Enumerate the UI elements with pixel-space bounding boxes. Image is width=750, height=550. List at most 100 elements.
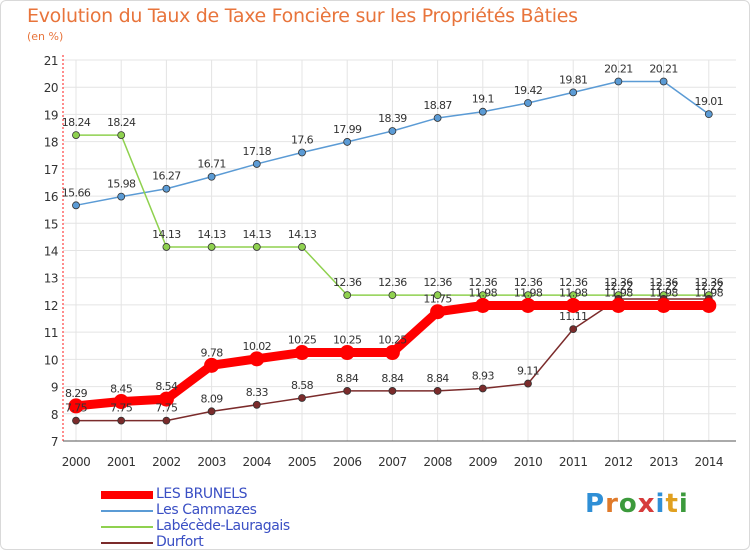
x-tick-label: 2013 <box>649 455 678 469</box>
legend-label-labecede-lauragais: Labécède-Lauragais <box>156 518 290 534</box>
data-label: 12.36 <box>695 276 724 289</box>
data-label: 8.93 <box>472 369 495 382</box>
data-point <box>388 291 397 300</box>
data-label: 12.36 <box>649 276 678 289</box>
data-point <box>343 291 352 300</box>
y-unit-label: (en %) <box>27 30 64 43</box>
y-tick-label: 17 <box>44 163 58 177</box>
data-label: 8.84 <box>427 372 450 385</box>
x-tick-label: 2001 <box>107 455 136 469</box>
data-label: 9.78 <box>201 346 224 359</box>
data-point <box>72 416 80 425</box>
data-point <box>478 384 487 393</box>
data-point <box>249 351 265 367</box>
data-label: 8.58 <box>291 379 314 392</box>
data-label: 11.11 <box>559 310 588 323</box>
data-label: 17.99 <box>333 123 362 136</box>
x-tick-label: 2008 <box>423 455 452 469</box>
data-label: 19.1 <box>472 93 494 106</box>
data-label: 8.09 <box>201 392 224 405</box>
logo-letter: r <box>605 489 619 519</box>
data-label: 11.98 <box>695 286 724 299</box>
chart-title: Evolution du Taux de Taxe Foncière sur l… <box>27 5 578 27</box>
data-label: 18.39 <box>378 112 407 125</box>
data-label: 16.27 <box>152 170 181 183</box>
x-tick-label: 2004 <box>243 455 272 469</box>
data-point <box>207 172 216 181</box>
data-label: 8.54 <box>155 380 178 393</box>
data-label: 18.87 <box>423 99 452 112</box>
data-label: 10.25 <box>333 334 362 347</box>
data-label: 15.98 <box>107 178 136 191</box>
logo-letter: x <box>637 489 656 519</box>
data-point <box>701 297 717 313</box>
data-point <box>433 114 442 122</box>
data-point <box>430 304 446 320</box>
legend-swatch-les-brunels <box>101 491 153 499</box>
logo-letter: P <box>585 489 606 519</box>
data-label: 9.11 <box>517 365 539 378</box>
data-label: 11.98 <box>514 286 543 299</box>
data-point <box>656 297 672 313</box>
data-label: 12.36 <box>423 276 452 289</box>
data-label: 15.66 <box>62 186 91 199</box>
legend-label-durfort: Durfort <box>156 534 204 550</box>
data-point <box>433 291 442 300</box>
data-point <box>659 77 668 86</box>
y-tick-label: 10 <box>44 353 58 367</box>
data-label: 8.33 <box>246 386 269 399</box>
data-point <box>388 127 397 135</box>
data-point <box>162 184 171 193</box>
legend-swatch-labecede-lauragais <box>101 526 153 528</box>
data-label: 12.36 <box>514 276 543 289</box>
data-label: 14.13 <box>152 228 181 241</box>
y-tick-label: 11 <box>44 326 58 340</box>
x-tick-label: 2007 <box>378 455 407 469</box>
legend-swatch-durfort <box>101 542 153 544</box>
data-label: 19.42 <box>514 84 543 97</box>
data-label: 19.81 <box>559 73 588 86</box>
x-tick-label: 2011 <box>559 455 588 469</box>
data-point <box>252 400 261 409</box>
data-label: 11.98 <box>649 286 678 299</box>
data-label: 10.25 <box>378 334 407 347</box>
data-label: 8.29 <box>65 387 88 400</box>
data-label: 16.71 <box>197 158 226 171</box>
data-label: 8.84 <box>336 372 359 385</box>
x-tick-label: 2002 <box>152 455 181 469</box>
data-point <box>162 243 171 251</box>
logo-letter: t <box>665 489 679 519</box>
data-point <box>207 407 216 416</box>
data-label: 20.21 <box>604 62 633 75</box>
logo-letter: i <box>655 489 666 519</box>
data-label: 8.45 <box>110 383 133 396</box>
legend-label-les-brunels: LES BRUNELS <box>156 486 248 502</box>
data-point <box>569 88 578 97</box>
logo-letter: o <box>618 489 638 519</box>
data-label: 11.98 <box>559 286 588 299</box>
data-label: 12.36 <box>604 276 633 289</box>
data-point <box>72 201 80 210</box>
y-tick-label: 18 <box>44 136 58 150</box>
x-tick-label: 2006 <box>333 455 362 469</box>
y-tick-label: 16 <box>44 190 58 204</box>
data-point <box>117 131 126 140</box>
y-tick-label: 7 <box>51 435 58 449</box>
data-point <box>478 107 487 116</box>
data-point <box>343 387 352 395</box>
x-tick-label: 2003 <box>197 455 226 469</box>
data-label: 11.98 <box>604 286 633 299</box>
data-point <box>252 160 261 168</box>
data-label: 11.75 <box>423 293 452 306</box>
data-label: 8.84 <box>381 372 404 385</box>
data-point <box>158 391 174 407</box>
data-point <box>72 131 80 140</box>
data-label: 11.98 <box>469 286 498 299</box>
y-tick-label: 9 <box>51 381 58 395</box>
data-label: 12.22 <box>695 280 724 293</box>
y-tick-label: 13 <box>44 272 58 286</box>
data-point <box>610 297 626 313</box>
data-point <box>569 325 578 334</box>
